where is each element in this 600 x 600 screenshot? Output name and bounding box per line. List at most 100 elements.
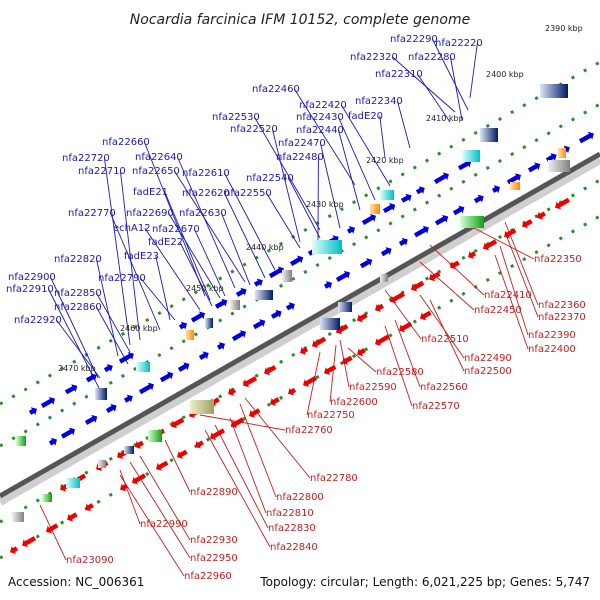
forward-gene-arrow bbox=[214, 298, 228, 309]
reverse-gene-label: nfa22560 bbox=[420, 382, 468, 393]
forward-leader-line bbox=[176, 156, 236, 289]
reverse-leader-line bbox=[119, 474, 185, 577]
gene-block bbox=[380, 190, 394, 200]
forward-gene-label: nfa22220 bbox=[435, 38, 483, 49]
gene-block bbox=[462, 150, 480, 162]
reverse-leader-line bbox=[494, 254, 529, 350]
reverse-gene-arrow bbox=[243, 376, 258, 388]
kbp-label: 2470 kbp bbox=[58, 364, 96, 373]
reverse-gene-label: nfa22600 bbox=[330, 397, 378, 408]
forward-leader-line bbox=[155, 255, 171, 321]
reverse-leader-line bbox=[419, 261, 475, 311]
gene-block bbox=[282, 270, 292, 282]
gene-block bbox=[338, 302, 352, 312]
reverse-leader-line bbox=[229, 417, 267, 514]
reverse-gene-arrow bbox=[375, 334, 390, 346]
reverse-leader-line bbox=[199, 414, 286, 431]
reverse-gene-label: nfa22570 bbox=[412, 401, 460, 412]
forward-gene-label: nfa22430 bbox=[296, 112, 344, 123]
topology-text: Topology: circular; Length: 6,021,225 bp… bbox=[259, 575, 590, 589]
forward-gene-label: nfa22650 bbox=[132, 166, 180, 177]
reverse-gene-arrow bbox=[228, 387, 237, 396]
forward-gene-label: nfa22860 bbox=[54, 302, 102, 313]
reverse-gene-label: nfa22400 bbox=[528, 344, 576, 355]
forward-gene-label: nfa22310 bbox=[375, 69, 423, 80]
reverse-leader-line bbox=[504, 231, 539, 318]
reverse-gene-arrow bbox=[10, 546, 19, 554]
gene-block bbox=[510, 182, 520, 190]
gene-block bbox=[480, 128, 498, 142]
reverse-leader-line bbox=[119, 469, 141, 525]
forward-gene-arrow bbox=[270, 309, 282, 319]
forward-gene-arrow bbox=[346, 226, 355, 234]
forward-gene-arrow bbox=[159, 371, 174, 383]
reverse-gene-arrow bbox=[210, 428, 225, 440]
forward-leader-line bbox=[143, 141, 206, 297]
forward-gene-label: nfa22550 bbox=[224, 188, 272, 199]
forward-gene-label: nfa22320 bbox=[350, 52, 398, 63]
forward-gene-label: nfa22720 bbox=[62, 153, 110, 164]
reverse-leader-line bbox=[306, 351, 321, 416]
forward-gene-label: nfa22620 bbox=[182, 188, 230, 199]
forward-gene-arrow bbox=[335, 270, 350, 282]
forward-gene-arrow bbox=[40, 397, 55, 408]
forward-leader-line bbox=[431, 38, 469, 111]
forward-gene-label: nfa22670 bbox=[152, 224, 200, 235]
forward-gene-label: nfa22480 bbox=[276, 152, 324, 163]
forward-leader-line bbox=[47, 288, 101, 391]
kbp-label: 2420 kbp bbox=[366, 156, 404, 165]
reverse-leader-line bbox=[244, 397, 311, 479]
gene-block bbox=[16, 436, 26, 446]
gene-block bbox=[312, 240, 342, 254]
reverse-gene-label: nfa22950 bbox=[190, 553, 238, 564]
forward-gene-label: nfa22640 bbox=[135, 152, 183, 163]
reverse-gene-arrow bbox=[390, 291, 405, 304]
forward-leader-line bbox=[220, 212, 251, 286]
gene-block bbox=[136, 362, 150, 372]
reverse-leader-line bbox=[504, 221, 539, 306]
forward-gene-arrow bbox=[123, 394, 133, 403]
reverse-leader-line bbox=[419, 294, 465, 359]
gene-block bbox=[380, 274, 388, 282]
forward-gene-label: nfa22660 bbox=[102, 137, 150, 148]
forward-gene-label: nfa22280 bbox=[408, 52, 456, 63]
reverse-leader-line bbox=[139, 455, 191, 541]
reverse-gene-arrow bbox=[468, 251, 477, 259]
reverse-gene-arrow bbox=[195, 440, 204, 449]
forward-gene-label: fadE22 bbox=[148, 237, 183, 248]
reverse-gene-arrow bbox=[429, 271, 441, 282]
gene-block bbox=[190, 400, 214, 414]
reverse-gene-arrow bbox=[46, 523, 59, 534]
reverse-leader-line bbox=[429, 299, 465, 372]
reverse-leader-line bbox=[347, 347, 377, 373]
reverse-leader-line bbox=[429, 244, 485, 296]
tick-row-4 bbox=[0, 214, 600, 560]
gene-block bbox=[460, 216, 484, 228]
forward-gene-arrow bbox=[198, 351, 209, 360]
reverse-gene-arrow bbox=[264, 365, 277, 376]
reverse-gene-arrow bbox=[483, 239, 498, 251]
forward-leader-line bbox=[224, 172, 276, 271]
forward-gene-arrow bbox=[177, 362, 190, 372]
forward-gene-arrow bbox=[578, 131, 594, 144]
reverse-gene-label: nfa22580 bbox=[376, 367, 424, 378]
forward-gene-arrow bbox=[289, 255, 304, 267]
reverse-gene-arrow bbox=[336, 324, 349, 335]
forward-gene-arrow bbox=[178, 321, 187, 330]
forward-gene-arrow bbox=[359, 258, 373, 269]
forward-leader-line bbox=[49, 276, 99, 379]
forward-gene-arrow bbox=[398, 237, 408, 246]
reverse-gene-arrow bbox=[450, 260, 460, 270]
forward-gene-arrow bbox=[48, 437, 57, 446]
reverse-gene-arrow bbox=[324, 364, 337, 375]
backbone-line bbox=[0, 151, 600, 499]
reverse-gene-label: nfa22890 bbox=[190, 487, 238, 498]
reverse-leader-line bbox=[239, 403, 277, 498]
reverse-gene-arrow bbox=[420, 310, 432, 321]
forward-gene-arrow bbox=[105, 403, 117, 413]
gene-block bbox=[558, 148, 566, 158]
reverse-gene-label: nfa22390 bbox=[528, 330, 576, 341]
forward-leader-line bbox=[254, 116, 321, 231]
forward-gene-arrow bbox=[413, 225, 429, 238]
